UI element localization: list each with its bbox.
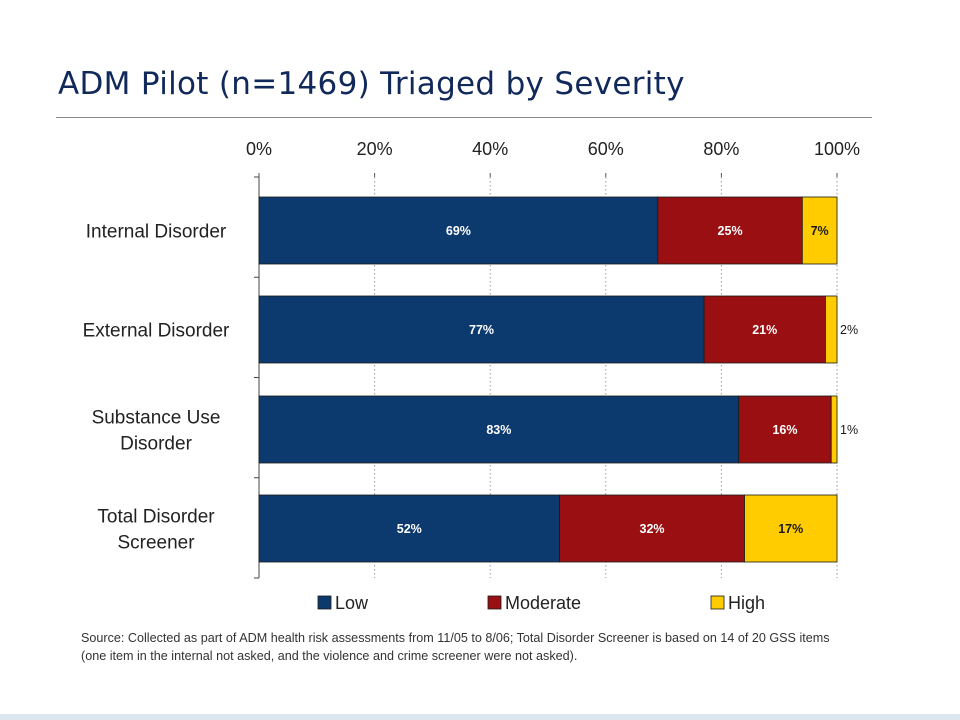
data-label: 21% [752, 323, 777, 337]
slide-title: ADM Pilot (n=1469) Triaged by Severity [58, 66, 685, 102]
x-tick-label: 40% [472, 139, 508, 159]
bar-high [825, 295, 838, 364]
data-label: 25% [718, 224, 743, 238]
gridlines [374, 177, 838, 578]
category-labels: Internal Disorder External Disorder Substa… [83, 222, 230, 554]
category-label: Substance Use [92, 408, 221, 429]
bar-low [258, 295, 705, 364]
bar-moderate [559, 494, 745, 563]
bar-moderate [657, 196, 803, 265]
bars: 69% 25% 7% 77% 21% 2% 83% 16% 1% 52% 32% 17% [258, 196, 858, 563]
bar-low [258, 494, 560, 563]
bar-high [830, 395, 838, 464]
data-label: 69% [446, 224, 471, 238]
category-label: Disorder [120, 434, 192, 455]
legend: Low Moderate High [317, 593, 765, 613]
data-label: 1% [840, 423, 858, 437]
x-tick-label: 20% [357, 139, 393, 159]
data-label: 32% [640, 522, 665, 536]
legend-label-low: Low [335, 593, 369, 613]
data-label: 17% [778, 522, 803, 536]
data-label: 77% [469, 323, 494, 337]
category-label: External Disorder [83, 321, 230, 342]
bar-moderate [703, 295, 826, 364]
category-label: Total Disorder [97, 507, 215, 528]
bar-high [801, 196, 838, 265]
legend-label-high: High [728, 593, 765, 613]
legend-swatch-high [710, 595, 725, 610]
legend-label-moderate: Moderate [505, 593, 581, 613]
bar-high [744, 494, 838, 563]
category-label: Internal Disorder [86, 222, 227, 243]
legend-swatch-low [317, 595, 332, 610]
bar-moderate [738, 395, 832, 464]
data-label: 7% [811, 224, 829, 238]
data-label: 16% [772, 423, 797, 437]
legend-swatch-moderate [487, 595, 502, 610]
data-label: 52% [397, 522, 422, 536]
data-label: 83% [486, 423, 511, 437]
source-note: Source: Collected as part of ADM health … [81, 631, 830, 663]
x-tick-label: 80% [703, 139, 739, 159]
category-label: Screener [117, 533, 195, 554]
x-tick-label: 0% [246, 139, 272, 159]
footer-band [0, 714, 960, 720]
bar-low [258, 395, 740, 464]
stacked-bar-chart: 0% 20% 40% 60% 80% 100% 69% 25% 7% 77% 21% 2% 83% 16… [83, 139, 860, 613]
x-tick-label: 100% [814, 139, 860, 159]
title-divider [56, 117, 872, 118]
x-tick-label: 60% [588, 139, 624, 159]
data-label: 2% [840, 323, 858, 337]
